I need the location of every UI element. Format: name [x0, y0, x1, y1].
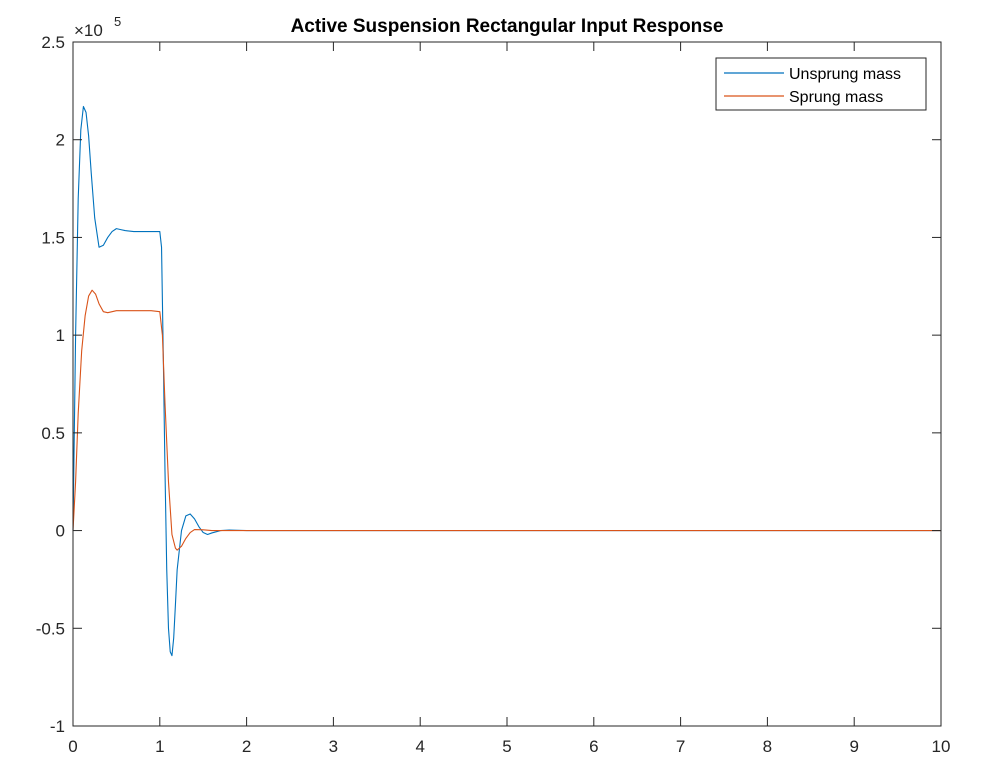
x-tick-label: 1 [155, 737, 164, 756]
y-tick-label: 0.5 [41, 424, 65, 443]
x-tick-label: 6 [589, 737, 598, 756]
x-tick-label: 4 [415, 737, 424, 756]
legend: Unsprung mass Sprung mass [715, 57, 927, 111]
legend-box [715, 57, 927, 111]
y-tick-label: 1 [56, 326, 65, 345]
chart-title: Active Suspension Rectangular Input Resp… [291, 16, 724, 37]
y-tick-label: 1.5 [41, 228, 65, 247]
x-tick-label: 10 [932, 737, 951, 756]
y-exponent-base: ×10 [74, 21, 103, 40]
y-tick-label: 2.5 [41, 33, 65, 52]
y-tick-label: -0.5 [36, 619, 65, 638]
legend-label: Unsprung mass [789, 66, 901, 83]
y-tick-label: -1 [50, 717, 65, 736]
series-line-unsprung-mass [72, 105, 941, 657]
y-tick-label: 0 [56, 522, 65, 541]
plot-frame [72, 41, 942, 727]
x-tick-label: 2 [242, 737, 251, 756]
x-tick-label: 8 [763, 737, 772, 756]
x-tick-label: 5 [502, 737, 511, 756]
y-axis-exponent: ×10 5 [74, 14, 121, 40]
x-tick-label: 9 [849, 737, 858, 756]
x-tick-label: 3 [329, 737, 338, 756]
legend-label: Sprung mass [789, 89, 883, 106]
y-tick-label: 2 [56, 131, 65, 150]
x-tick-label: 7 [676, 737, 685, 756]
y-exponent-power: 5 [114, 14, 121, 29]
series-line-sprung-mass [72, 289, 941, 551]
x-tick-label: 0 [68, 737, 77, 756]
